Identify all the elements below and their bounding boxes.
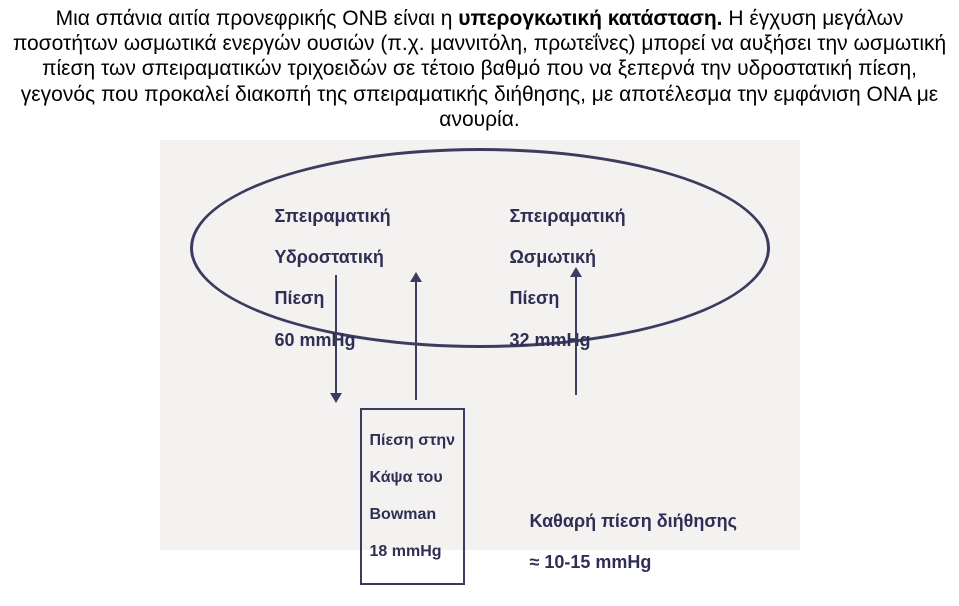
oncotic-label: Σπειραματική Ωσμωτική Πίεση 32 mmHg — [510, 185, 626, 371]
diagram-container: Σπειραματική Υδροστατική Πίεση 60 mmHg Σ… — [12, 140, 947, 550]
net-l2: ≈ 10-15 mmHg — [530, 552, 738, 573]
bowman-l3: Bowman — [370, 506, 456, 524]
intro-paragraph: Μια σπάνια αιτία προνεφρικής ΟΝΒ είναι η… — [12, 6, 947, 132]
bowman-l1: Πίεση στην — [370, 432, 456, 450]
bowman-box: Πίεση στην Κάψα του Bowman 18 mmHg — [360, 408, 466, 586]
oncotic-l3: Πίεση — [510, 288, 626, 309]
net-l1: Καθαρή πίεση διήθησης — [530, 511, 738, 532]
hydrostatic-val: 60 mmHg — [275, 330, 391, 351]
arrow-oncotic — [575, 275, 577, 395]
diagram: Σπειραματική Υδροστατική Πίεση 60 mmHg Σ… — [160, 140, 800, 550]
net-label: Καθαρή πίεση διήθησης ≈ 10-15 mmHg — [530, 490, 738, 593]
text-bold: υπερογκωτική κατάσταση. — [458, 7, 722, 30]
hydrostatic-l2: Υδροστατική — [275, 247, 391, 268]
arrow-bowman — [415, 280, 417, 400]
arrow-hydrostatic — [335, 275, 337, 395]
hydrostatic-l3: Πίεση — [275, 288, 391, 309]
hydrostatic-label: Σπειραματική Υδροστατική Πίεση 60 mmHg — [275, 185, 391, 371]
bowman-l2: Κάψα του — [370, 469, 456, 487]
text-part1: Μια σπάνια αιτία προνεφρικής ΟΝΒ είναι η — [56, 7, 459, 30]
oncotic-val: 32 mmHg — [510, 330, 626, 351]
oncotic-l1: Σπειραματική — [510, 206, 626, 227]
hydrostatic-l1: Σπειραματική — [275, 206, 391, 227]
bowman-val: 18 mmHg — [370, 543, 456, 561]
oncotic-l2: Ωσμωτική — [510, 247, 626, 268]
